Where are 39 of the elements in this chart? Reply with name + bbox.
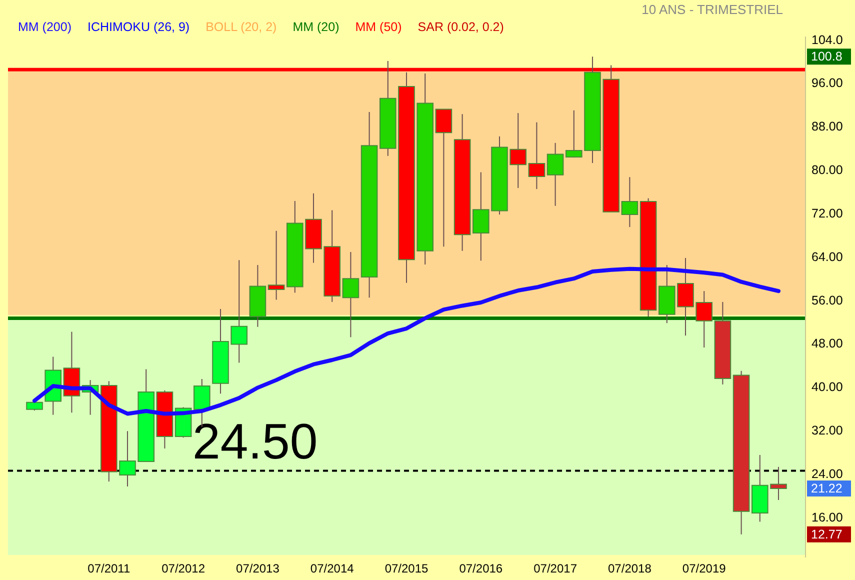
candlestick [435, 108, 452, 248]
y-tick-label: 40.00 [812, 380, 843, 394]
x-tick-label: 07/2011 [88, 562, 130, 576]
text: MM (200) [18, 20, 72, 34]
x-tick-label: 07/2013 [236, 562, 280, 576]
x-tick-label: 07/2017 [534, 562, 578, 576]
y-tick-label: 56.00 [812, 293, 843, 308]
candlestick [268, 230, 285, 300]
text: BOLL (20, 2) [206, 20, 277, 34]
text: MM (50) [355, 20, 402, 34]
candlestick [621, 176, 638, 228]
x-tick-label: 07/2018 [608, 562, 652, 576]
candlestick [546, 142, 564, 206]
line-series [32, 266, 780, 416]
candlestick [342, 252, 360, 338]
x-tick-label: 07/2019 [682, 562, 726, 576]
text: ICHIMOKU (26, 9) [87, 20, 190, 34]
text: 12.77 [811, 527, 842, 542]
ref-line-label: 24.50 [192, 414, 318, 470]
y-tick-label: 16.00 [812, 510, 843, 524]
y-tick-label: 104.0 [812, 32, 843, 47]
y-tick-label: 80.00 [812, 163, 843, 178]
y-tick-label: 72.00 [812, 206, 843, 220]
y-tick-label: 96.00 [812, 76, 843, 90]
x-tick-label: 07/2016 [459, 562, 503, 576]
chart-subtitle: 10 ANS - TRIMESTRIEL [642, 2, 783, 17]
text: MM (20) [292, 20, 340, 34]
y-tick-label: 64.00 [812, 250, 843, 264]
y-tick-label: 32.00 [812, 424, 843, 438]
x-tick-label: 07/2012 [162, 562, 206, 576]
y-tick-label: 88.00 [812, 120, 843, 134]
text: SAR (0.02, 0.2) [418, 20, 504, 34]
x-tick-label: 07/2014 [310, 562, 354, 576]
x-tick-label: 07/2015 [384, 562, 429, 576]
y-tick-label: 48.00 [812, 336, 843, 351]
y-tick-label: 24.00 [812, 466, 843, 481]
text: 100.8 [811, 50, 842, 64]
candlestick [528, 122, 546, 190]
text: 21.22 [811, 482, 842, 496]
